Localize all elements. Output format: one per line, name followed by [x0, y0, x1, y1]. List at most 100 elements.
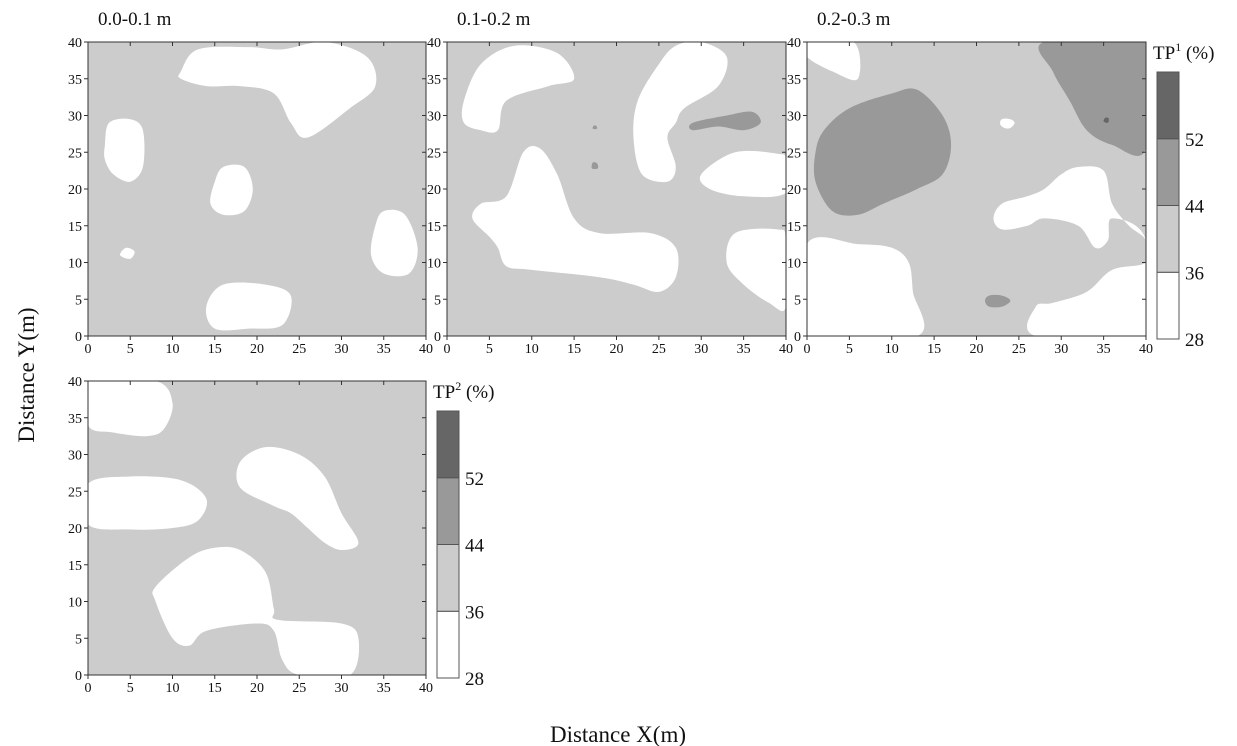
contour-region-5	[813, 88, 952, 216]
x-tick-label: 5	[486, 342, 493, 357]
contour-region-4	[120, 247, 135, 259]
y-tick-label: 25	[68, 485, 82, 500]
x-tick-label: 5	[127, 342, 134, 357]
legend-swatch-1	[1156, 271, 1180, 340]
contour-panel-3: 0 5 10 15 20 25 30 35 40 0 5 10 15 20 25 30 35 40 0.2-0.3 …	[787, 9, 1153, 357]
y-tick-label: 35	[68, 73, 82, 88]
contour-panel-4: 0 5 10 15 20 25 30 35 40 0 5 10 15 20 25 30 35 40	[68, 375, 433, 696]
legend-swatch-2	[1156, 205, 1180, 273]
x-tick-label: 30	[335, 681, 349, 696]
x-tick-label: 0	[85, 342, 92, 357]
y-tick-label: 30	[68, 449, 82, 464]
y-tick-label: 10	[787, 257, 801, 272]
legend-2: 28 36 44 52 TP2 (%)	[433, 379, 494, 690]
x-tick-label: 0	[85, 681, 92, 696]
legend-title: TP2 (%)	[433, 379, 494, 403]
y-tick-label: 40	[427, 36, 441, 51]
x-tick-label: 25	[292, 681, 306, 696]
contour-regions	[461, 42, 786, 311]
contour-region-3	[1103, 117, 1109, 123]
y-tick-label: 15	[427, 220, 441, 235]
contour-region-8	[591, 162, 599, 170]
y-tick-label: 20	[68, 183, 82, 198]
contour-region-3	[210, 164, 253, 216]
x-tick-label: 30	[335, 342, 349, 357]
x-tick-label: 5	[846, 342, 853, 357]
legends-layer: 28 36 44 52 TP1 (%) 28 36 44 52 TP2 (%)	[433, 40, 1214, 690]
y-tick-label: 5	[434, 293, 441, 308]
y-tick-label: 30	[68, 110, 82, 125]
contour-region-6	[993, 166, 1146, 336]
contour-regions	[807, 42, 1146, 336]
x-tick-label: 25	[652, 342, 666, 357]
y-tick-label: 0	[434, 330, 441, 345]
contour-regions	[88, 381, 360, 675]
contour-panel-2: 0 5 10 15 20 25 30 35 40 0 5 10 15 20 25 30 35 40 0.1-0.2 …	[427, 9, 793, 357]
x-tick-label: 10	[525, 342, 539, 357]
legend-title: TP1 (%)	[1153, 40, 1214, 64]
y-tick-label: 40	[787, 36, 801, 51]
x-tick-label: 10	[166, 681, 180, 696]
x-tick-label: 30	[694, 342, 708, 357]
y-tick-label: 25	[787, 146, 801, 161]
y-tick-label: 35	[787, 73, 801, 88]
contour-region-3	[236, 446, 359, 550]
y-tick-label: 15	[68, 559, 82, 574]
x-tick-label: 35	[1097, 342, 1111, 357]
contour-region-7	[592, 125, 598, 130]
x-tick-label: 40	[1139, 342, 1153, 357]
y-tick-label: 20	[427, 183, 441, 198]
x-tick-label: 30	[1054, 342, 1068, 357]
panel-title: 0.2-0.3 m	[817, 9, 891, 30]
legend-level-label: 52	[1185, 130, 1204, 151]
x-tick-label: 20	[250, 342, 264, 357]
panels-layer: 0 5 10 15 20 25 30 35 4005101520253035400.0-0.1 …	[68, 9, 1153, 696]
contour-region-5	[726, 228, 786, 311]
y-tick-label: 40	[68, 36, 82, 51]
contour-region-4	[1000, 118, 1015, 129]
x-tick-label: 0	[804, 342, 811, 357]
legend-swatch-2	[436, 544, 460, 612]
contour-region-2	[104, 118, 145, 182]
x-tick-label: 35	[377, 681, 391, 696]
x-tick-label: 15	[927, 342, 941, 357]
contour-region-5	[370, 209, 418, 277]
legend-1: 28 36 44 52 TP1 (%)	[1153, 40, 1214, 351]
y-tick-label: 0	[75, 669, 82, 684]
contour-region-7	[807, 237, 925, 336]
y-tick-label: 15	[787, 220, 801, 235]
x-tick-label: 5	[127, 681, 134, 696]
legend-swatch-4	[1156, 71, 1180, 140]
contour-region-8	[985, 294, 1011, 308]
y-tick-label: 5	[75, 293, 82, 308]
legend-level-label: 52	[465, 469, 484, 490]
contour-region-2	[633, 42, 728, 183]
y-tick-label: 15	[68, 220, 82, 235]
legend-swatch-1	[436, 610, 460, 679]
x-tick-label: 20	[970, 342, 984, 357]
contour-region-3	[472, 145, 679, 293]
y-tick-label: 30	[427, 110, 441, 125]
y-tick-label: 5	[794, 293, 801, 308]
x-tick-label: 10	[166, 342, 180, 357]
contour-region-1	[461, 45, 575, 133]
y-tick-label: 0	[75, 330, 82, 345]
contour-regions	[104, 42, 418, 331]
y-tick-label: 20	[787, 183, 801, 198]
legend-swatch-4	[436, 410, 460, 479]
y-tick-label: 35	[68, 412, 82, 427]
x-tick-label: 35	[377, 342, 391, 357]
contour-region-6	[689, 111, 761, 131]
panel-title: 0.1-0.2 m	[457, 9, 531, 30]
legend-swatch-3	[1156, 138, 1180, 206]
y-axis-label: Distance Y(m)	[14, 307, 39, 442]
x-tick-label: 40	[419, 681, 433, 696]
x-tick-label: 10	[885, 342, 899, 357]
y-tick-label: 20	[68, 522, 82, 537]
x-tick-label: 35	[737, 342, 751, 357]
x-axis-label: Distance X(m)	[550, 722, 686, 746]
x-tick-label: 15	[208, 342, 222, 357]
contour-region-6	[205, 282, 292, 331]
x-tick-label: 20	[250, 681, 264, 696]
y-tick-label: 40	[68, 375, 82, 390]
